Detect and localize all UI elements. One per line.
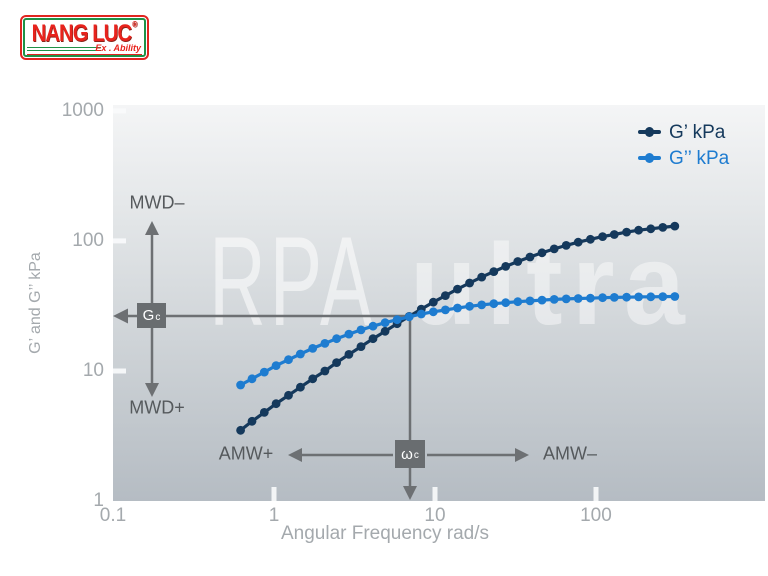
y-tick-label: 10 — [82, 359, 104, 381]
watermark-ultra: ultra — [410, 221, 695, 349]
g-double-prime-marker-icon — [638, 153, 661, 162]
legend: G’ kPa G’’ kPa — [638, 119, 729, 171]
y-tick-label: 100 — [72, 229, 104, 251]
gc-label: G — [142, 307, 155, 324]
legend-item-g-double-prime: G’’ kPa — [638, 145, 729, 171]
brand-logo: NANG LUC® Ex . Ability — [20, 15, 149, 60]
g-prime-legend-label: G’ kPa — [669, 121, 726, 143]
omega-c-label: ω — [401, 445, 413, 463]
g-double-prime-legend-label: G’’ kPa — [669, 147, 730, 169]
amw-minus-label: AMW– — [543, 443, 597, 464]
registered-mark: ® — [132, 21, 138, 30]
brand-tagline: Ex . Ability — [95, 43, 141, 53]
x-tick-label: 10 — [424, 505, 446, 526]
x-axis-title: Angular Frequency rad/s — [280, 523, 490, 544]
logo-green-rule — [27, 47, 101, 51]
g-prime-marker-icon — [638, 127, 661, 136]
x-tick-label: 0.1 — [99, 505, 127, 526]
brand-logo-inner: NANG LUC® Ex . Ability — [23, 18, 146, 57]
x-tick-label: 100 — [580, 505, 612, 526]
gc-label-sub: c — [155, 311, 161, 323]
y-axis-title: G’ and G’’ kPa — [27, 252, 44, 354]
x-tick-label: 1 — [268, 505, 280, 526]
mwd-minus-label: MWD– — [129, 192, 185, 213]
logo-red-rule — [27, 54, 142, 55]
omega-c-label-sub: c — [413, 450, 419, 461]
amw-plus-label: AMW+ — [218, 443, 274, 464]
brand-name-text: NANG LUC — [31, 21, 133, 47]
y-tick-label: 1 — [93, 490, 104, 511]
watermark-rpa: RPA — [209, 210, 377, 352]
legend-item-g-prime: G’ kPa — [638, 119, 729, 145]
mwd-plus-label: MWD+ — [129, 397, 185, 418]
brand-name: NANG LUC® — [25, 21, 144, 48]
y-tick-label: 1000 — [61, 99, 104, 121]
